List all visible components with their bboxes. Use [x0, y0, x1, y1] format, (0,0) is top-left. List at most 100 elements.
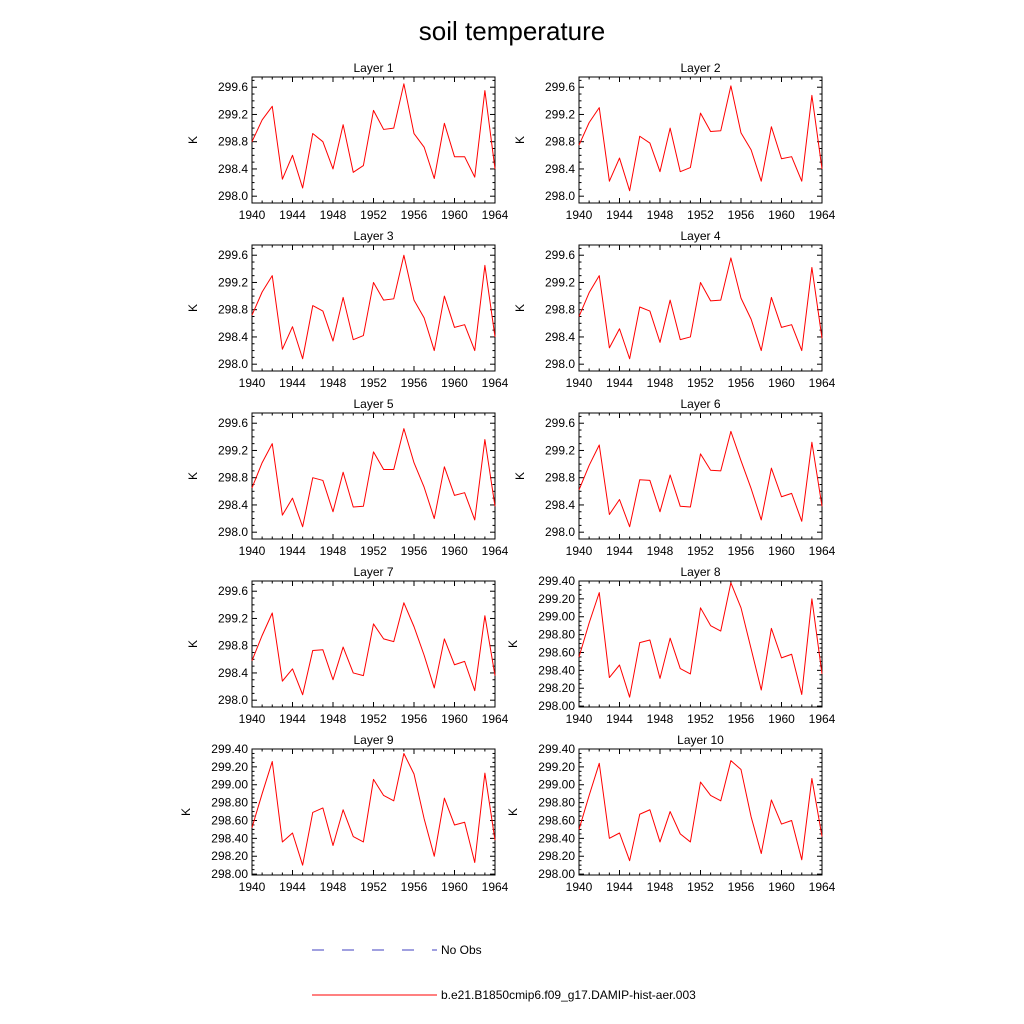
y-tick-label: 298.20 — [211, 849, 248, 863]
series-line-model — [251, 752, 496, 866]
x-tick-label: 1940 — [239, 208, 266, 222]
y-axis-label: K — [186, 304, 200, 312]
panel-title: Layer 8 — [680, 565, 720, 579]
x-tick-label: 1940 — [566, 208, 593, 222]
y-tick-label: 298.0 — [545, 189, 575, 203]
y-tick-label: 298.4 — [218, 330, 248, 344]
x-tick-label: 1964 — [482, 880, 509, 894]
x-tick-label: 1960 — [441, 544, 468, 558]
y-tick-label: 298.60 — [538, 645, 575, 659]
y-tick-label: 299.6 — [545, 416, 575, 430]
x-tick-label: 1944 — [606, 208, 633, 222]
plot-frame — [578, 76, 823, 204]
y-tick-label: 298.00 — [538, 699, 575, 713]
y-axis-label: K — [186, 640, 200, 648]
series-line-model — [578, 85, 823, 192]
x-tick-label: 1948 — [647, 712, 674, 726]
x-tick-label: 1952 — [687, 376, 714, 390]
series-line-model — [578, 760, 823, 862]
y-tick-label: 298.20 — [538, 849, 575, 863]
y-tick-label: 299.00 — [211, 778, 248, 792]
x-tick-label: 1956 — [728, 376, 755, 390]
plot-frame — [251, 76, 496, 204]
x-tick-label: 1952 — [360, 880, 387, 894]
legend: No Obs b.e21.B1850cmip6.f09_g17.DAMIP-hi… — [312, 943, 696, 1002]
x-tick-label: 1964 — [809, 376, 836, 390]
x-tick-label: 1964 — [482, 544, 509, 558]
y-axis-label: K — [513, 136, 527, 144]
y-tick-label: 298.80 — [538, 796, 575, 810]
y-tick-label: 298.8 — [218, 135, 248, 149]
x-tick-label: 1952 — [360, 376, 387, 390]
x-tick-label: 1952 — [687, 544, 714, 558]
y-tick-label: 298.4 — [545, 330, 575, 344]
y-tick-label: 298.4 — [218, 666, 248, 680]
panel-title: Layer 3 — [353, 229, 393, 243]
x-tick-label: 1952 — [687, 712, 714, 726]
y-tick-label: 298.40 — [538, 663, 575, 677]
y-tick-label: 298.60 — [211, 813, 248, 827]
x-tick-label: 1944 — [279, 544, 306, 558]
y-tick-label: 299.00 — [538, 778, 575, 792]
panel-title: Layer 7 — [353, 565, 393, 579]
y-tick-label: 299.6 — [218, 584, 248, 598]
y-tick-label: 298.0 — [218, 693, 248, 707]
x-tick-label: 1956 — [401, 376, 428, 390]
x-tick-label: 1944 — [606, 544, 633, 558]
y-tick-label: 299.00 — [538, 610, 575, 624]
y-tick-label: 299.2 — [218, 443, 248, 457]
panel-layer-1: Layer 1 1940 1944 1948 1952 1956 1960 1964 298.0… — [186, 61, 509, 222]
x-tick-label: 1960 — [768, 376, 795, 390]
y-axis-label: K — [186, 472, 200, 480]
series-line-model — [578, 582, 823, 698]
panel-layer-4: Layer 4 1940 1944 1948 1952 1956 1960 1964 298.0… — [513, 229, 836, 390]
y-tick-label: 298.4 — [218, 162, 248, 176]
x-tick-label: 1948 — [320, 208, 347, 222]
series-line-model — [251, 602, 496, 696]
x-tick-label: 1964 — [482, 376, 509, 390]
y-tick-label: 298.0 — [218, 525, 248, 539]
x-tick-label: 1948 — [647, 544, 674, 558]
x-tick-label: 1944 — [606, 880, 633, 894]
y-tick-label: 299.40 — [538, 574, 575, 588]
y-tick-label: 298.8 — [545, 303, 575, 317]
y-axis-label: K — [513, 304, 527, 312]
y-tick-label: 299.20 — [211, 760, 248, 774]
x-tick-label: 1944 — [279, 712, 306, 726]
legend-label-model: b.e21.B1850cmip6.f09_g17.DAMIP-hist-aer.… — [441, 988, 696, 1002]
x-tick-label: 1940 — [566, 880, 593, 894]
x-tick-label: 1956 — [728, 880, 755, 894]
x-tick-label: 1960 — [768, 208, 795, 222]
y-tick-label: 298.40 — [211, 831, 248, 845]
x-tick-label: 1948 — [320, 544, 347, 558]
x-tick-label: 1960 — [768, 712, 795, 726]
y-axis-label: K — [186, 136, 200, 144]
x-tick-label: 1948 — [320, 880, 347, 894]
y-tick-label: 298.8 — [545, 471, 575, 485]
figure-title: soil temperature — [419, 16, 605, 46]
y-tick-label: 298.20 — [538, 681, 575, 695]
panel-title: Layer 1 — [353, 61, 393, 75]
x-tick-label: 1948 — [320, 712, 347, 726]
plot-frame — [251, 244, 496, 372]
y-tick-label: 299.2 — [218, 611, 248, 625]
x-tick-label: 1944 — [279, 208, 306, 222]
series-line-model — [578, 430, 823, 528]
series-line-model — [251, 254, 496, 360]
y-tick-label: 299.2 — [218, 275, 248, 289]
panel-layer-7: Layer 7 1940 1944 1948 1952 1956 1960 1964 298.0… — [186, 565, 509, 726]
y-tick-label: 299.2 — [545, 275, 575, 289]
x-tick-label: 1964 — [809, 880, 836, 894]
x-tick-label: 1960 — [441, 712, 468, 726]
panel-title: Layer 2 — [680, 61, 720, 75]
x-tick-label: 1956 — [401, 544, 428, 558]
panel-layer-5: Layer 5 1940 1944 1948 1952 1956 1960 1964 298.0… — [186, 397, 509, 558]
x-tick-label: 1964 — [482, 208, 509, 222]
x-tick-label: 1964 — [809, 544, 836, 558]
x-tick-label: 1956 — [728, 712, 755, 726]
x-tick-label: 1944 — [606, 376, 633, 390]
x-tick-label: 1956 — [401, 712, 428, 726]
x-tick-label: 1960 — [441, 880, 468, 894]
panel-layer-8: Layer 8 1940 1944 1948 1952 1956 1960 1964 298.0… — [506, 565, 836, 726]
x-tick-label: 1956 — [728, 208, 755, 222]
